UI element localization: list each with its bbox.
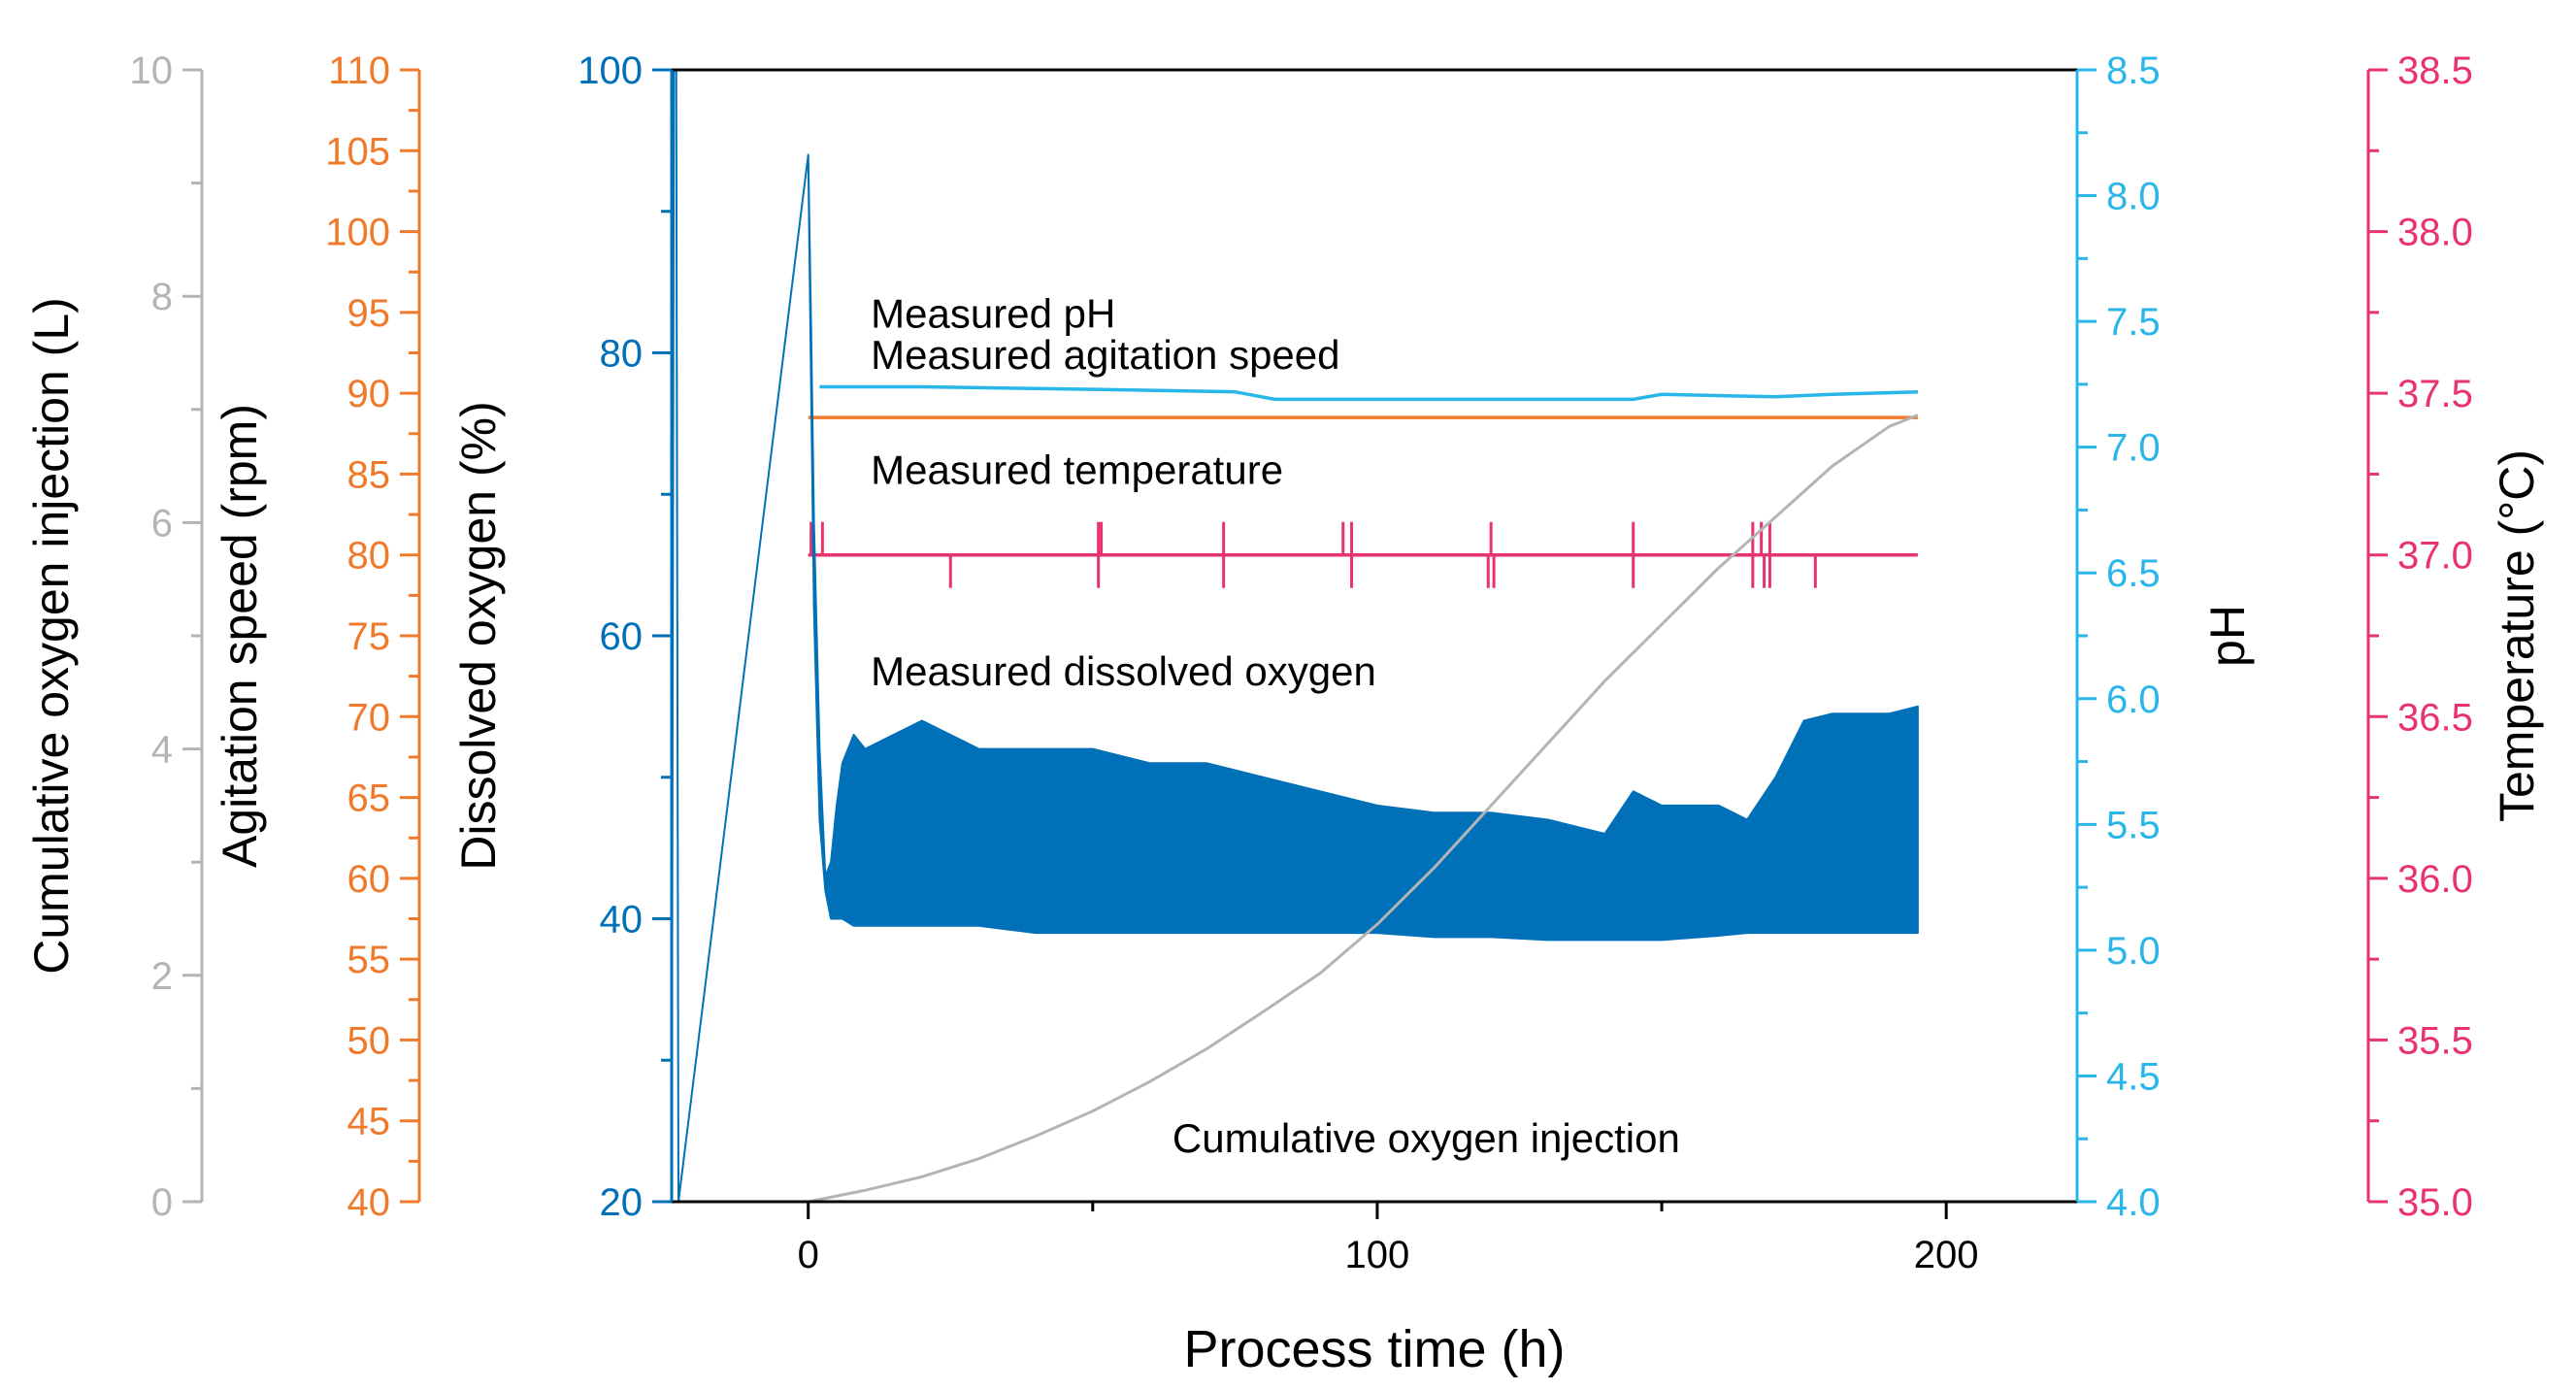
- annotation-cumulative-oxygen-injection: Cumulative oxygen injection: [1172, 1115, 1680, 1161]
- o2-tick-label: 2: [151, 955, 173, 998]
- x-tick-label: 100: [1345, 1234, 1410, 1276]
- temp-tick-label: 35.5: [2397, 1019, 2473, 1062]
- agit-tick-label: 90: [347, 373, 391, 415]
- do-tick-label: 60: [600, 615, 644, 658]
- temp-tick-label: 37.5: [2397, 373, 2473, 415]
- agit-tick-label: 110: [328, 50, 390, 92]
- temp-axis-title: Temperature (°C): [2490, 449, 2544, 822]
- x-tick-label: 0: [798, 1234, 819, 1276]
- agit-axis-title: Agitation speed (rpm): [213, 404, 267, 868]
- agit-tick-label: 45: [347, 1101, 391, 1143]
- o2-tick-label: 6: [151, 502, 173, 545]
- agit-tick-label: 105: [325, 130, 390, 173]
- do-tick-label: 20: [600, 1181, 644, 1224]
- axes: [182, 68, 2388, 1219]
- x-tick-label: 200: [1914, 1234, 1979, 1276]
- agit-tick-label: 55: [347, 939, 391, 981]
- o2-tick-label: 8: [151, 276, 173, 318]
- temp-tick-label: 36.5: [2397, 696, 2473, 739]
- ph-tick-label: 5.0: [2106, 930, 2161, 973]
- agit-tick-label: 75: [347, 615, 391, 658]
- annotation-measured-dissolved-oxygen: Measured dissolved oxygen: [871, 648, 1376, 694]
- ph-tick-label: 6.5: [2106, 552, 2161, 595]
- do-axis-title: Dissolved oxygen (%): [451, 401, 506, 871]
- do-tick-label: 80: [600, 333, 644, 376]
- plot-area: [671, 69, 1919, 1204]
- ph-tick-label: 5.5: [2106, 804, 2161, 846]
- agit-tick-label: 60: [347, 858, 391, 901]
- temp-tick-label: 36.0: [2397, 858, 2473, 901]
- ph-tick-label: 8.0: [2106, 176, 2161, 218]
- agit-tick-label: 80: [347, 535, 391, 578]
- ph-tick-label: 7.0: [2106, 427, 2161, 470]
- ph-axis-title: pH: [2200, 605, 2255, 667]
- agit-tick-label: 65: [347, 778, 391, 820]
- temp-tick-label: 35.0: [2397, 1181, 2473, 1224]
- ph-tick-label: 4.5: [2106, 1055, 2161, 1098]
- agit-tick-label: 50: [347, 1019, 391, 1062]
- agit-tick-label: 70: [347, 696, 391, 739]
- temp-tick-label: 37.0: [2397, 535, 2473, 578]
- temp-tick-label: 38.0: [2397, 212, 2473, 254]
- annotation-measured-ph: Measured pH: [871, 290, 1115, 336]
- chart-text: 0 100 200 Process time (h) 0 2 4 6 8 10 Cumulative…: [24, 50, 2544, 1378]
- cumulative-oxygen-injection-line: [808, 414, 1919, 1204]
- x-axis-title: Process time (h): [1183, 1320, 1565, 1378]
- temp-tick-label: 38.5: [2397, 50, 2473, 92]
- o2-tick-label: 0: [151, 1181, 173, 1224]
- agit-tick-label: 100: [325, 212, 390, 254]
- ph-tick-label: 7.5: [2106, 301, 2161, 344]
- annotation-measured-temperature: Measured temperature: [871, 447, 1283, 492]
- agit-tick-label: 40: [347, 1181, 391, 1224]
- measured-ph-line: [819, 384, 1918, 402]
- o2-tick-label: 4: [151, 729, 173, 772]
- ph-tick-label: 6.0: [2106, 678, 2161, 721]
- annotation-measured-agitation-speed: Measured agitation speed: [871, 332, 1339, 378]
- o2-tick-label: 10: [130, 50, 174, 92]
- measured-dissolved-oxygen-band: [671, 69, 1919, 1203]
- ph-tick-label: 4.0: [2106, 1181, 2161, 1224]
- agit-tick-label: 95: [347, 292, 391, 335]
- do-tick-label: 40: [600, 899, 644, 942]
- do-tick-label: 100: [578, 50, 643, 92]
- o2-axis-title: Cumulative oxygen injection (L): [24, 297, 79, 975]
- agit-tick-label: 85: [347, 453, 391, 496]
- ph-tick-label: 8.5: [2106, 50, 2161, 92]
